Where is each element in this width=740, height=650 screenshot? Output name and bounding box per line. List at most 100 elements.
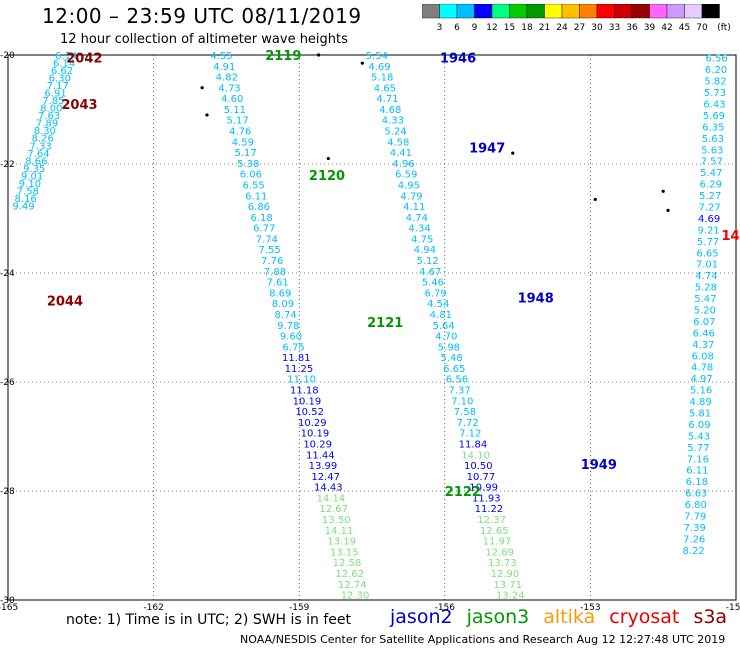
lon-tick-label: -159 — [289, 603, 310, 610]
wave-height-value: 4.69 — [698, 214, 720, 225]
wave-height-value: 12.90 — [491, 569, 520, 580]
wave-height-value: 7.74 — [256, 234, 278, 245]
lat-tick-label: -24 — [0, 269, 15, 279]
wave-height-value: 4.71 — [376, 94, 398, 105]
wave-height-value: 7.61 — [266, 278, 288, 289]
pass-number-label: 2120 — [309, 169, 345, 184]
wave-height-value: 4.41 — [390, 148, 412, 159]
pass-number-label: 2122 — [445, 485, 481, 500]
wave-height-value: 5.48 — [440, 353, 462, 364]
wave-height-value: 7.58 — [454, 407, 476, 418]
wave-height-value: 5.16 — [690, 386, 712, 397]
wave-height-value: 8.26 — [32, 134, 54, 145]
wave-height-value: 13.24 — [496, 591, 525, 602]
colorbar-label: 39 — [644, 23, 656, 32]
wave-height-value: 5.27 — [699, 191, 721, 202]
wave-height-value: 4.68 — [379, 105, 401, 116]
lat-tick-label: -20 — [0, 51, 15, 61]
wave-height-value: 9.10 — [19, 179, 41, 190]
wave-height-value: 11.84 — [459, 439, 488, 450]
wave-height-value: 4.34 — [408, 224, 430, 235]
lon-tick-label: -162 — [143, 603, 163, 610]
wave-height-value: 7.37 — [448, 386, 470, 397]
colorbar-label: 3 — [437, 23, 443, 32]
wave-height-value: 6.46 — [693, 328, 715, 339]
wave-height-value: 14.43 — [314, 483, 343, 494]
wave-height-value: 7.01 — [696, 260, 718, 271]
wave-height-value: 12.47 — [311, 472, 340, 483]
lon-tick-label: -150 — [726, 603, 740, 610]
colorbar-label: 18 — [521, 23, 533, 32]
wave-height-value: 11.93 — [472, 493, 501, 504]
wave-height-value: 6.56 — [705, 54, 727, 65]
wave-height-value: 4.67 — [419, 267, 441, 278]
wave-height-value: 4.78 — [691, 363, 713, 374]
wave-height-value: 8.09 — [272, 299, 294, 310]
colorbar-label: 21 — [539, 23, 550, 32]
wave-height-value: 4.55 — [210, 51, 232, 62]
pass-number-label: 2042 — [66, 52, 102, 67]
colorbar-unit: (ft) — [717, 23, 731, 32]
pass-number-label: 2121 — [367, 316, 403, 331]
wave-height-value: 7.57 — [701, 157, 723, 168]
wave-height-value: 12.58 — [333, 558, 362, 569]
wave-height-value: 9.78 — [277, 321, 299, 332]
wave-height-value: 6.80 — [685, 500, 707, 511]
wave-height-value: 4.69 — [368, 62, 390, 73]
wave-height-value: 4.73 — [218, 83, 240, 94]
colorbar-label: 24 — [556, 23, 568, 32]
wave-height-value: 6.18 — [250, 213, 272, 224]
wave-height-value: 4.54 — [427, 299, 449, 310]
wave-height-value: 6.79 — [424, 288, 446, 299]
wave-height-value: 5.28 — [695, 283, 717, 294]
wave-height-value: 10.29 — [298, 418, 327, 429]
wave-height-value: 5.47 — [694, 294, 716, 305]
wave-height-value: 10.77 — [467, 472, 496, 483]
wave-height-value: 9.49 — [12, 201, 34, 212]
wave-height-value: 8.16 — [15, 194, 37, 205]
wave-height-value: 7.39 — [684, 523, 706, 534]
wave-height-value: 4.70 — [435, 332, 457, 343]
colorbar-label: 70 — [696, 23, 708, 32]
colorbar-label: 27 — [574, 23, 585, 32]
wave-height-value: 4.11 — [403, 202, 425, 213]
wave-height-value: 6.14 — [55, 51, 77, 62]
legend-cryosat: cryosat — [609, 606, 680, 628]
wave-height-value: 5.77 — [697, 237, 719, 248]
wave-height-value: 5.54 — [366, 51, 388, 62]
wave-height-value: 13.73 — [488, 558, 517, 569]
wave-height-value: 4.79 — [400, 191, 422, 202]
wave-height-value: 4.76 — [229, 127, 251, 138]
wave-height-value: 10.29 — [303, 439, 332, 450]
pass-number-label: 1949 — [581, 458, 617, 473]
wave-height-value: 6.08 — [692, 351, 714, 362]
wave-height-value: 5.17 — [226, 116, 248, 127]
wave-height-value: 7.33 — [29, 141, 51, 152]
wave-height-value: 13.19 — [327, 537, 356, 548]
wave-height-value: 4.81 — [430, 310, 452, 321]
wave-height-value: 7.76 — [261, 256, 283, 267]
wave-height-value: 8.30 — [34, 126, 56, 137]
island-marker — [661, 189, 665, 193]
wave-height-value: 7.79 — [684, 512, 706, 523]
colorbar-label: 30 — [591, 23, 603, 32]
wave-height-value: 4.60 — [221, 94, 243, 105]
wave-height-value: 7.55 — [258, 245, 280, 256]
island-marker — [511, 151, 515, 155]
wave-height-value: 11.10 — [287, 375, 316, 386]
wave-height-value: 8.22 — [682, 546, 704, 557]
wave-height-value: 5.63 — [702, 134, 724, 145]
lat-tick-label: -22 — [0, 160, 15, 170]
wave-height-value: 5.18 — [371, 73, 393, 84]
wave-height-value: 6.14 — [53, 59, 75, 70]
wave-height-value: 11.18 — [290, 386, 319, 397]
pass-number-label: 1946 — [440, 52, 476, 67]
wave-height-value: 12.65 — [480, 526, 509, 537]
legend-s3a: s3a — [693, 606, 728, 628]
wave-height-value: 5.11 — [224, 105, 246, 116]
wave-height-value: 6.86 — [248, 202, 270, 213]
wave-height-value: 7.72 — [456, 418, 478, 429]
wave-height-value: 6.91 — [44, 89, 66, 100]
colorbar-label: 33 — [609, 23, 620, 32]
wave-height-value: 6.43 — [703, 100, 725, 111]
